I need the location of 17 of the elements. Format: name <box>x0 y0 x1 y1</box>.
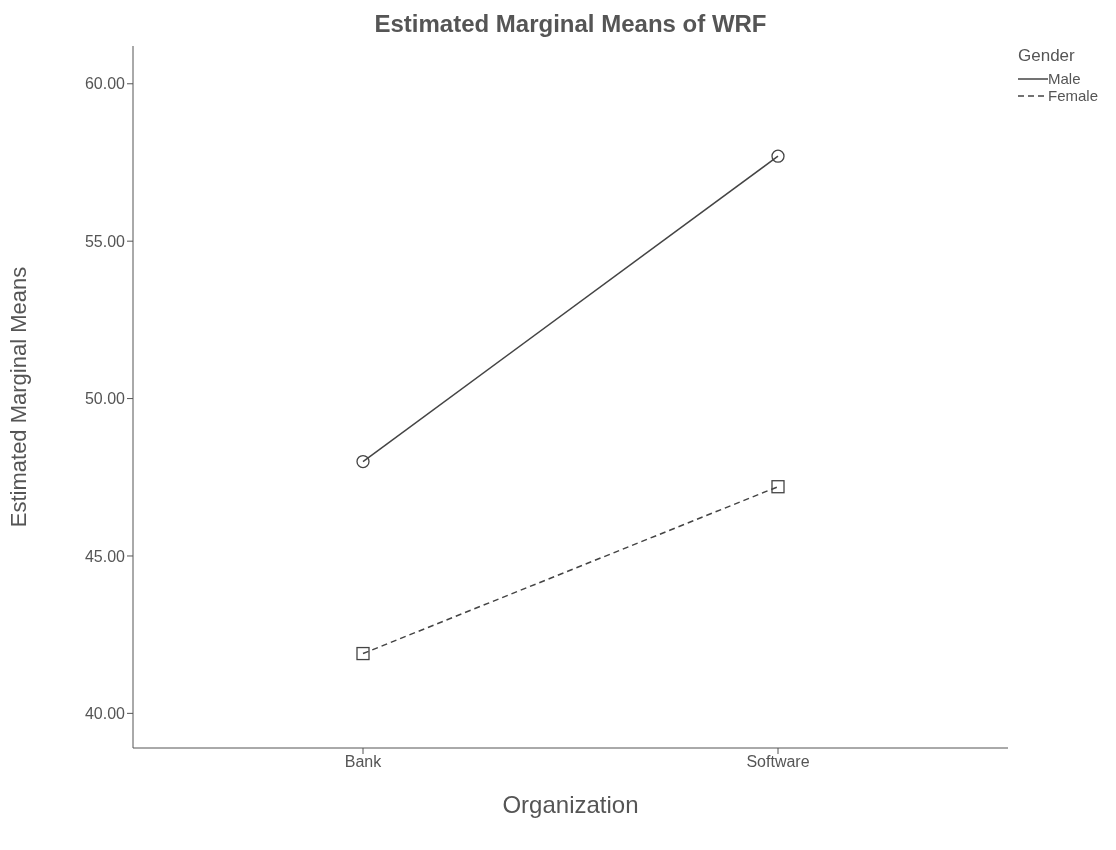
legend-label: Male <box>1048 70 1081 87</box>
point <box>356 454 370 469</box>
x-tick-label: Bank <box>344 753 383 771</box>
y-tick-label: 45.00 <box>84 547 126 565</box>
point <box>771 480 785 494</box>
point <box>771 149 785 163</box>
y-tick-label: 55.00 <box>84 232 126 250</box>
y-tick-label: 60.00 <box>84 75 126 93</box>
legend-label: Female <box>1048 87 1099 104</box>
y-axis-title: Estimated Marginal Means <box>5 266 31 528</box>
y-tick-label: 50.00 <box>84 390 126 408</box>
x-tick-label: Software <box>746 753 810 771</box>
y-tick-label: 40.00 <box>84 705 126 723</box>
x-axis-title: Organization <box>502 791 639 818</box>
legend-title: Gender <box>1018 46 1076 66</box>
chart-title: Estimated Marginal Means of WRF <box>373 10 768 38</box>
point <box>356 646 370 661</box>
